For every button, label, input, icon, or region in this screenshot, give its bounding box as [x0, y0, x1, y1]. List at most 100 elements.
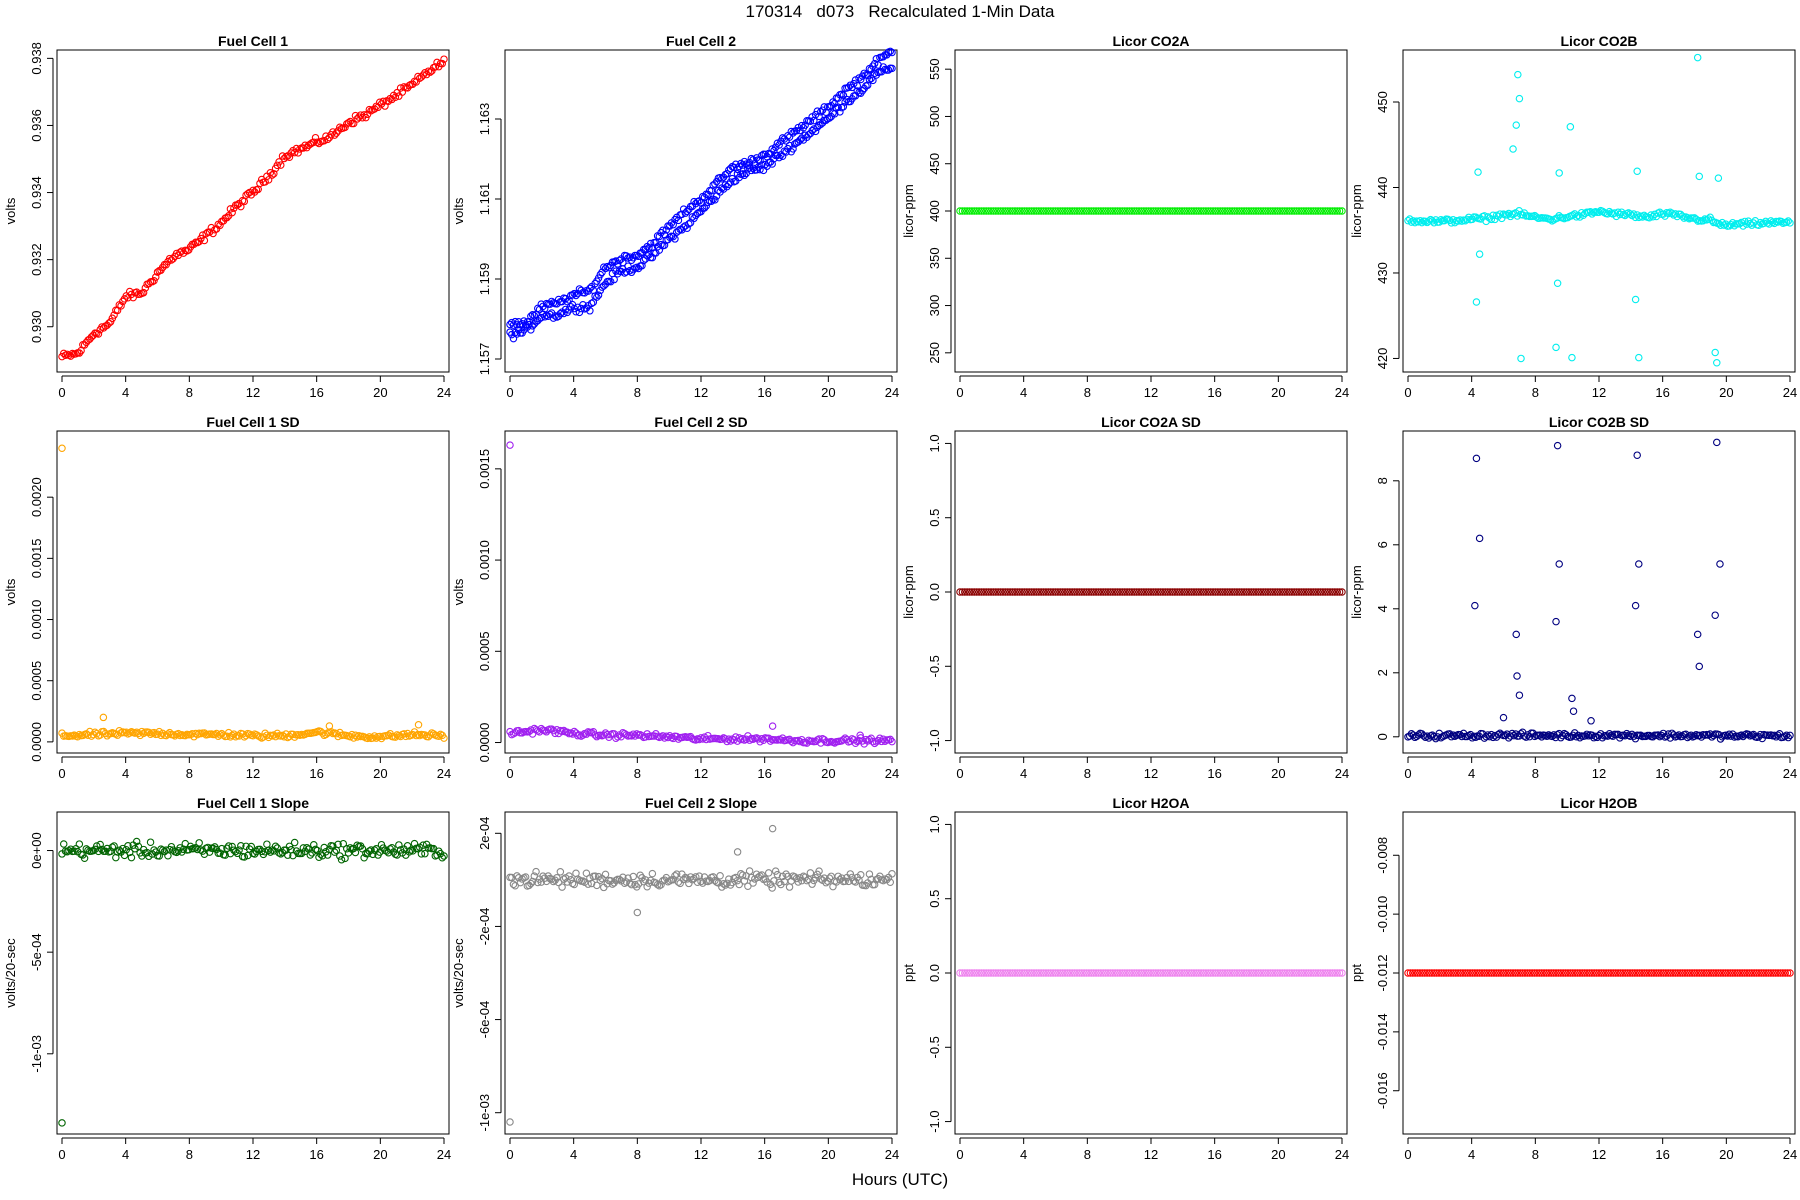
- data-point: [1113, 969, 1122, 977]
- data-point: [817, 875, 825, 883]
- data-point: [1480, 969, 1489, 977]
- data-point: [989, 969, 998, 977]
- data-point: [1070, 588, 1079, 596]
- data-point: [1278, 969, 1287, 977]
- y-tick-label: 0.930: [29, 310, 44, 343]
- data-point: [1159, 207, 1167, 215]
- page-title: 170314 d073 Recalculated 1-Min Data: [745, 2, 1055, 21]
- x-tick-label: 24: [1335, 766, 1349, 781]
- data-point: [1075, 588, 1084, 596]
- y-tick-label: 1.161: [477, 183, 492, 216]
- data-point: [996, 969, 1005, 977]
- data-point: [527, 326, 535, 334]
- data-point: [1292, 207, 1301, 215]
- data-point: [1264, 207, 1272, 215]
- data-point: [1421, 733, 1430, 741]
- data-point: [1430, 969, 1439, 977]
- data-point: [610, 275, 618, 284]
- data-point: [1576, 969, 1584, 977]
- data-point: [1583, 969, 1591, 977]
- data-point: [1266, 969, 1275, 977]
- data-point: [806, 869, 815, 877]
- data-point: [1245, 588, 1253, 596]
- data-point: [1035, 588, 1043, 596]
- data-point: [1456, 969, 1465, 977]
- data-point: [228, 731, 236, 740]
- data-point: [1159, 588, 1167, 596]
- data-point: [690, 197, 698, 206]
- data-point: [1025, 207, 1033, 215]
- data-point: [1197, 588, 1205, 596]
- data-point: [1199, 969, 1208, 977]
- data-point: [1037, 588, 1045, 596]
- data-point: [384, 849, 393, 857]
- data-points: [506, 824, 896, 1126]
- data-point: [1190, 207, 1198, 215]
- data-point: [1221, 207, 1229, 215]
- data-point: [1209, 969, 1217, 977]
- data-point: [1011, 207, 1019, 215]
- data-point: [806, 117, 815, 126]
- data-point: [1006, 588, 1014, 596]
- data-point: [1762, 969, 1770, 977]
- data-point: [125, 848, 134, 857]
- data-point: [414, 845, 422, 853]
- data-point: [1204, 207, 1213, 215]
- data-point: [1195, 588, 1203, 596]
- data-point: [676, 879, 684, 888]
- data-point: [1784, 217, 1793, 225]
- data-point: [1737, 731, 1746, 739]
- data-point: [1423, 732, 1431, 740]
- data-point: [1051, 969, 1060, 977]
- y-tick-label: 440: [1375, 177, 1390, 199]
- data-point: [570, 289, 578, 298]
- x-tick-label: 8: [1532, 385, 1539, 400]
- data-point: [58, 1119, 66, 1127]
- data-point: [977, 207, 986, 215]
- data-point: [1784, 733, 1793, 742]
- data-point: [1702, 969, 1711, 977]
- data-point: [1269, 207, 1277, 215]
- chart-panel-3: Licor CO2B 0 4 8 12 16 20 24 420 430 440 450 licor-p…: [1349, 33, 1797, 400]
- data-point: [1705, 969, 1713, 977]
- data-point: [961, 969, 969, 977]
- data-point: [1440, 216, 1449, 225]
- data-point: [435, 732, 443, 740]
- data-point: [1109, 207, 1117, 215]
- data-point: [1428, 969, 1436, 977]
- x-tick-label: 0: [506, 766, 513, 781]
- y-axis-label: licor-ppm: [1349, 184, 1364, 237]
- data-point: [1008, 969, 1017, 977]
- data-point: [150, 728, 158, 737]
- data-point: [624, 262, 632, 270]
- data-point: [1066, 207, 1074, 215]
- data-point: [176, 248, 184, 256]
- data-point: [1411, 969, 1419, 977]
- data-point: [1013, 207, 1022, 215]
- data-point: [1566, 123, 1575, 131]
- data-point: [527, 879, 535, 888]
- data-point: [707, 197, 716, 205]
- data-point: [202, 229, 210, 238]
- data-point: [888, 64, 896, 73]
- data-point: [1025, 588, 1033, 596]
- data-point: [1756, 730, 1765, 739]
- data-point: [1413, 969, 1422, 977]
- x-tick-label: 20: [373, 766, 387, 781]
- data-point: [1137, 207, 1146, 215]
- data-point: [1650, 969, 1658, 977]
- data-point: [1447, 969, 1455, 977]
- data-point: [685, 220, 693, 228]
- data-point: [1664, 969, 1672, 977]
- data-point: [709, 873, 717, 881]
- data-point: [1743, 969, 1751, 977]
- data-point: [1276, 207, 1284, 215]
- data-point: [1082, 969, 1091, 977]
- data-point: [1195, 207, 1203, 215]
- data-point: [1001, 588, 1010, 596]
- data-point: [1643, 969, 1651, 977]
- data-point: [1020, 969, 1029, 977]
- data-point: [1008, 588, 1017, 596]
- data-point: [862, 735, 870, 744]
